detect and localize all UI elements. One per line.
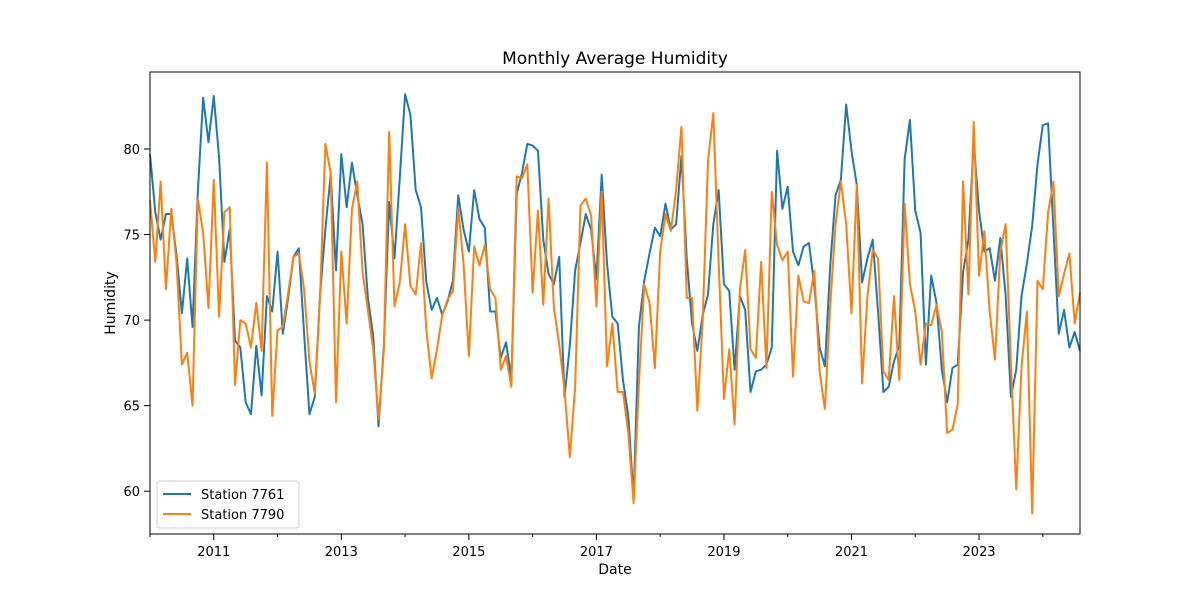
series-line-station-7790 <box>149 112 1081 515</box>
y-axis-ticks: 60 65 70 75 80 <box>123 143 150 500</box>
plot-frame <box>149 71 1081 535</box>
legend-frame <box>156 480 300 529</box>
y-tick-label: 80 <box>123 143 140 158</box>
legend-label-station-7761: Station 7761 <box>201 488 284 503</box>
x-tick-label: 2021 <box>835 545 868 560</box>
x-axis-label: Date <box>598 562 631 578</box>
legend: Station 7761 Station 7790 <box>156 480 300 529</box>
x-tick-label: 2015 <box>452 545 485 560</box>
x-tick-label: 2019 <box>707 545 740 560</box>
y-tick-label: 75 <box>123 229 140 244</box>
x-tick-label: 2017 <box>580 545 613 560</box>
series-line-station-7761 <box>149 93 1081 500</box>
chart-title: Monthly Average Humidity <box>502 49 728 69</box>
y-tick-label: 70 <box>123 314 140 329</box>
series-lines <box>149 93 1081 515</box>
x-tick-label: 2013 <box>325 545 358 560</box>
y-axis-label: Humidity <box>103 271 119 334</box>
y-tick-label: 65 <box>123 400 140 415</box>
y-tick-label: 60 <box>123 485 140 500</box>
x-tick-label: 2011 <box>197 545 230 560</box>
x-tick-label: 2023 <box>962 545 995 560</box>
legend-label-station-7790: Station 7790 <box>201 508 284 523</box>
x-axis-ticks: 2011 2013 2015 2017 2019 2021 2023 <box>149 534 1044 560</box>
